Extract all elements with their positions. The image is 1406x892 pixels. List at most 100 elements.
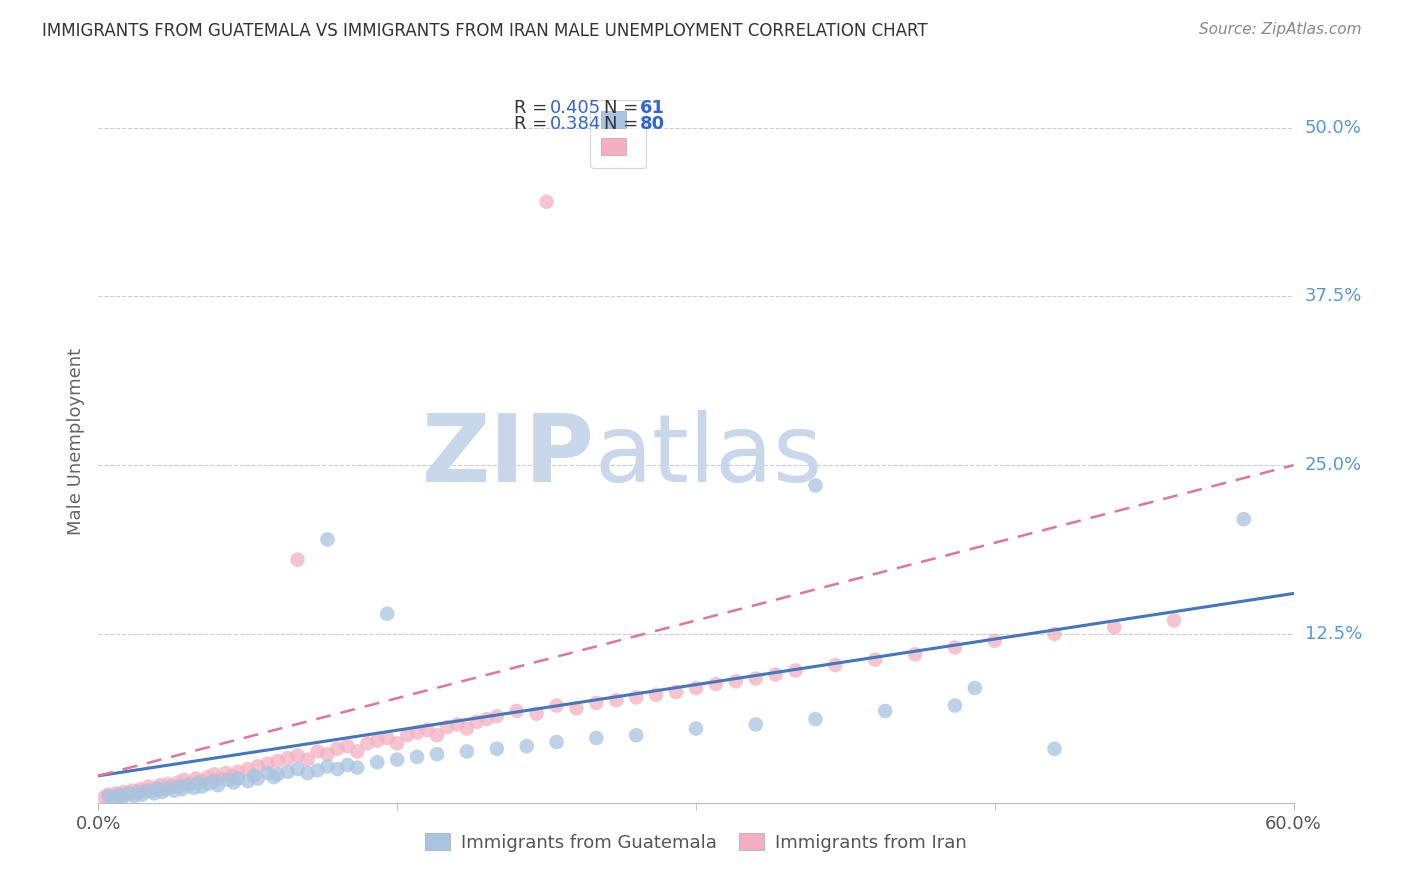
Point: [904, 647, 927, 661]
Point: [326, 741, 349, 756]
Point: [93, 790, 115, 805]
Point: [526, 706, 548, 721]
Point: [153, 782, 176, 797]
Point: [267, 754, 290, 768]
Point: [963, 681, 986, 695]
Point: [149, 778, 172, 792]
Point: [143, 786, 166, 800]
Point: [141, 783, 163, 797]
Point: [943, 698, 966, 713]
Point: [436, 720, 458, 734]
Point: [685, 681, 707, 695]
Point: [160, 780, 183, 794]
Point: [385, 736, 409, 750]
Point: [426, 728, 449, 742]
Point: [456, 722, 478, 736]
Point: [456, 744, 478, 758]
Y-axis label: Male Unemployment: Male Unemployment: [66, 348, 84, 535]
Point: [148, 782, 170, 797]
Point: [346, 761, 368, 775]
Point: [197, 770, 219, 784]
Point: [385, 753, 409, 767]
Point: [605, 693, 627, 707]
Point: [745, 717, 768, 731]
Point: [101, 791, 124, 805]
Point: [585, 731, 607, 745]
Point: [516, 739, 538, 753]
Point: [127, 785, 149, 799]
Point: [704, 677, 727, 691]
Point: [1233, 512, 1256, 526]
Point: [626, 728, 648, 742]
Text: 61: 61: [640, 99, 665, 117]
Point: [267, 767, 290, 781]
Point: [287, 762, 309, 776]
Point: [984, 633, 1007, 648]
Text: IMMIGRANTS FROM GUATEMALA VS IMMIGRANTS FROM IRAN MALE UNEMPLOYMENT CORRELATION : IMMIGRANTS FROM GUATEMALA VS IMMIGRANTS …: [42, 22, 928, 40]
Point: [316, 759, 339, 773]
Point: [131, 788, 153, 802]
Point: [134, 785, 156, 799]
Point: [375, 731, 398, 745]
Text: R =: R =: [515, 99, 554, 117]
Point: [865, 653, 887, 667]
Point: [117, 788, 139, 802]
Point: [475, 712, 498, 726]
Point: [243, 769, 266, 783]
Point: [191, 774, 214, 789]
Point: [1043, 627, 1066, 641]
Point: [157, 780, 180, 795]
Point: [129, 782, 152, 797]
Point: [179, 777, 201, 791]
Point: [222, 775, 245, 789]
Point: [375, 607, 398, 621]
Text: 0.405: 0.405: [550, 99, 602, 117]
Point: [406, 750, 429, 764]
Point: [1104, 620, 1126, 634]
Point: [1163, 614, 1185, 628]
Point: [366, 733, 388, 747]
Point: [124, 789, 146, 803]
Point: [645, 688, 668, 702]
Point: [191, 780, 214, 794]
Point: [875, 704, 897, 718]
Point: [107, 788, 129, 802]
Point: [804, 478, 827, 492]
Point: [111, 790, 134, 805]
Text: 50.0%: 50.0%: [1305, 119, 1361, 136]
Point: [565, 701, 588, 715]
Point: [256, 756, 278, 771]
Text: 80: 80: [640, 115, 665, 133]
Point: [485, 741, 508, 756]
Point: [105, 786, 128, 800]
Point: [536, 194, 558, 209]
Point: [745, 672, 768, 686]
Point: [307, 744, 329, 758]
Point: [97, 788, 120, 802]
Point: [287, 552, 309, 566]
Point: [406, 725, 429, 739]
Point: [110, 789, 132, 803]
Point: [145, 780, 167, 795]
Point: [163, 783, 186, 797]
Point: [416, 723, 439, 737]
Point: [263, 770, 285, 784]
Text: R =: R =: [515, 115, 554, 133]
Point: [117, 786, 139, 800]
Point: [626, 690, 648, 705]
Point: [685, 722, 707, 736]
Point: [187, 775, 209, 789]
Point: [316, 747, 339, 761]
Point: [356, 736, 378, 750]
Point: [326, 762, 349, 776]
Point: [366, 756, 388, 770]
Point: [307, 764, 329, 778]
Point: [121, 783, 143, 797]
Text: 37.5%: 37.5%: [1305, 287, 1362, 305]
Point: [217, 772, 239, 787]
Point: [236, 774, 259, 789]
Point: [446, 717, 468, 731]
Point: [336, 758, 359, 772]
Point: [167, 775, 190, 789]
Point: [125, 786, 148, 800]
